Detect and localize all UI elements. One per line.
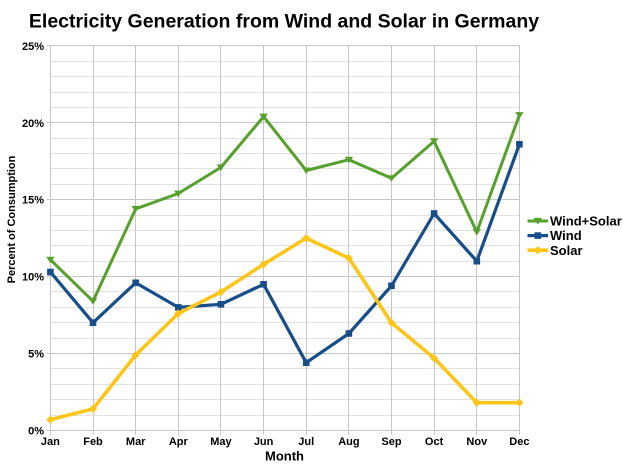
svg-text:20%: 20% — [22, 118, 44, 130]
svg-text:Month: Month — [265, 449, 304, 464]
svg-text:Wind: Wind — [550, 228, 582, 243]
svg-text:Feb: Feb — [83, 436, 103, 448]
svg-text:Apr: Apr — [169, 436, 189, 448]
svg-text:Percent of Consumption: Percent of Consumption — [6, 155, 18, 283]
svg-text:Sep: Sep — [381, 436, 401, 448]
svg-text:Solar: Solar — [550, 243, 583, 258]
svg-text:5%: 5% — [28, 349, 44, 361]
svg-text:0%: 0% — [28, 425, 44, 437]
svg-text:25%: 25% — [22, 41, 44, 53]
svg-text:Jun: Jun — [254, 436, 274, 448]
svg-text:Electricity Generation from Wi: Electricity Generation from Wind and Sol… — [29, 11, 539, 33]
svg-text:Nov: Nov — [466, 436, 488, 448]
svg-text:10%: 10% — [22, 272, 44, 284]
svg-text:May: May — [210, 436, 232, 448]
svg-text:15%: 15% — [22, 195, 44, 207]
svg-text:Aug: Aug — [338, 436, 359, 448]
svg-text:Wind+Solar: Wind+Solar — [550, 214, 622, 229]
svg-text:Dec: Dec — [509, 436, 529, 448]
svg-text:Mar: Mar — [126, 436, 146, 448]
svg-text:Jan: Jan — [41, 436, 60, 448]
svg-text:Oct: Oct — [425, 436, 444, 448]
svg-text:Jul: Jul — [298, 436, 314, 448]
